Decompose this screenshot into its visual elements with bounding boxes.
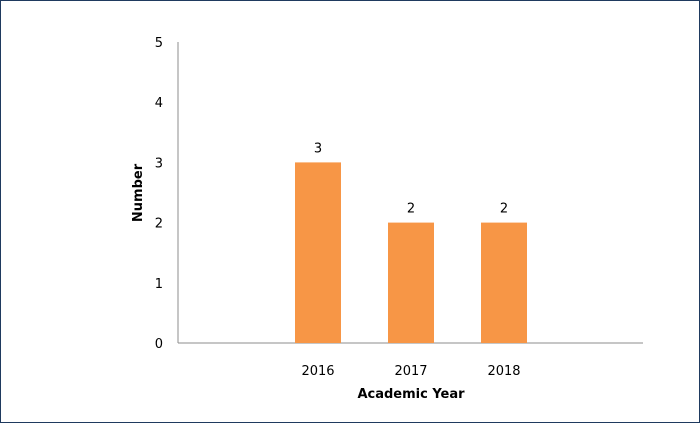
y-axis-ticks: 0 1 2 3 4 5 bbox=[155, 36, 163, 352]
x-axis-ticks: 2016 2017 2018 bbox=[301, 364, 520, 379]
x-tick-label: 2017 bbox=[394, 364, 427, 379]
bars-group: 3 2 2 bbox=[295, 141, 527, 343]
y-tick-label: 5 bbox=[155, 36, 163, 51]
data-label-2016: 3 bbox=[314, 141, 322, 156]
data-label-2018: 2 bbox=[500, 202, 508, 217]
y-tick-label: 4 bbox=[155, 96, 163, 111]
x-tick-label: 2018 bbox=[487, 364, 520, 379]
y-tick-label: 2 bbox=[155, 217, 163, 232]
x-axis-title: Academic Year bbox=[357, 387, 465, 402]
y-tick-label: 1 bbox=[155, 277, 163, 292]
y-tick-label: 3 bbox=[155, 156, 163, 171]
data-label-2017: 2 bbox=[407, 202, 415, 217]
bar-2016 bbox=[295, 162, 341, 343]
y-tick-label: 0 bbox=[155, 337, 163, 352]
y-axis-title: Number bbox=[131, 163, 146, 222]
x-tick-label: 2016 bbox=[301, 364, 334, 379]
bar-2017 bbox=[388, 222, 434, 343]
bar-2018 bbox=[481, 222, 527, 343]
